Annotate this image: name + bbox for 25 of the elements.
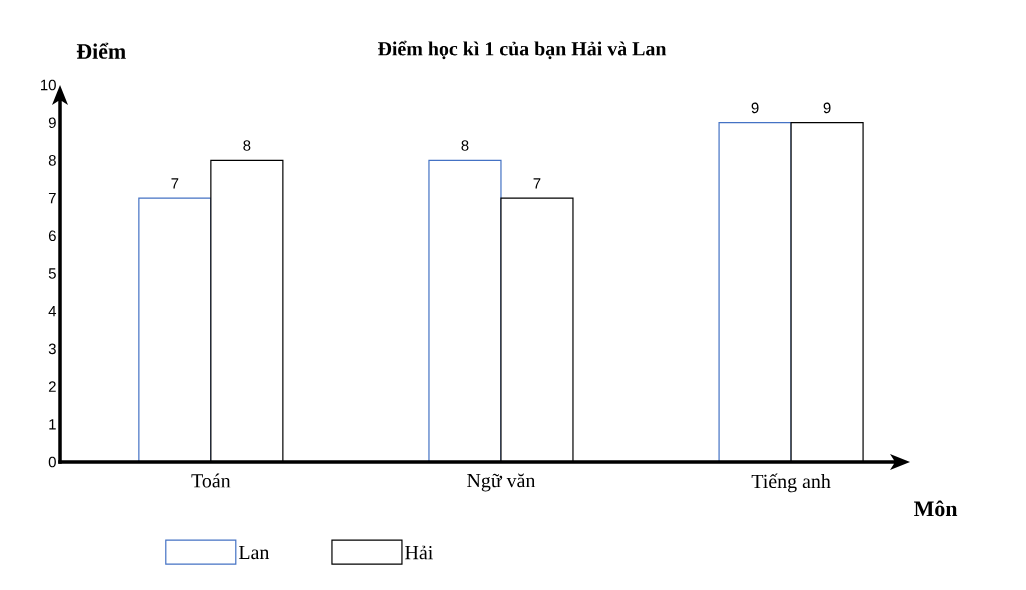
data-label: 9 — [751, 102, 759, 114]
data-label: 7 — [533, 178, 541, 189]
y-tick-label: 0 — [48, 456, 56, 468]
y-tick-label: 1 — [49, 419, 56, 430]
y-tick-label: 9 — [48, 117, 56, 128]
chart-title: Điểm học kì 1 của bạn Hải và Lan — [378, 40, 667, 60]
x-axis-title: Môn — [914, 500, 958, 517]
legend-label: Lan — [238, 545, 270, 560]
data-label: 7 — [171, 178, 179, 189]
y-tick-label: 8 — [48, 155, 56, 166]
y-axis-title: Điểm — [76, 42, 126, 59]
x-tick-label: Ngữ văn — [467, 473, 536, 492]
y-tick-label: 4 — [48, 306, 57, 317]
y-tick-label: 7 — [48, 192, 56, 204]
y-tick-label: 6 — [48, 230, 56, 242]
data-label: 8 — [243, 140, 251, 151]
data-label: 9 — [823, 102, 831, 114]
x-tick-label: Tiếng anh — [751, 473, 831, 493]
y-tick-label: 5 — [48, 268, 56, 279]
y-tick-label: 3 — [48, 343, 56, 355]
y-tick-label: 10 — [41, 79, 56, 91]
x-tick-label: Toán — [191, 473, 231, 488]
y-tick-label: 2 — [48, 381, 56, 392]
legend-label: Hải — [405, 545, 433, 560]
data-label: 8 — [461, 140, 469, 151]
